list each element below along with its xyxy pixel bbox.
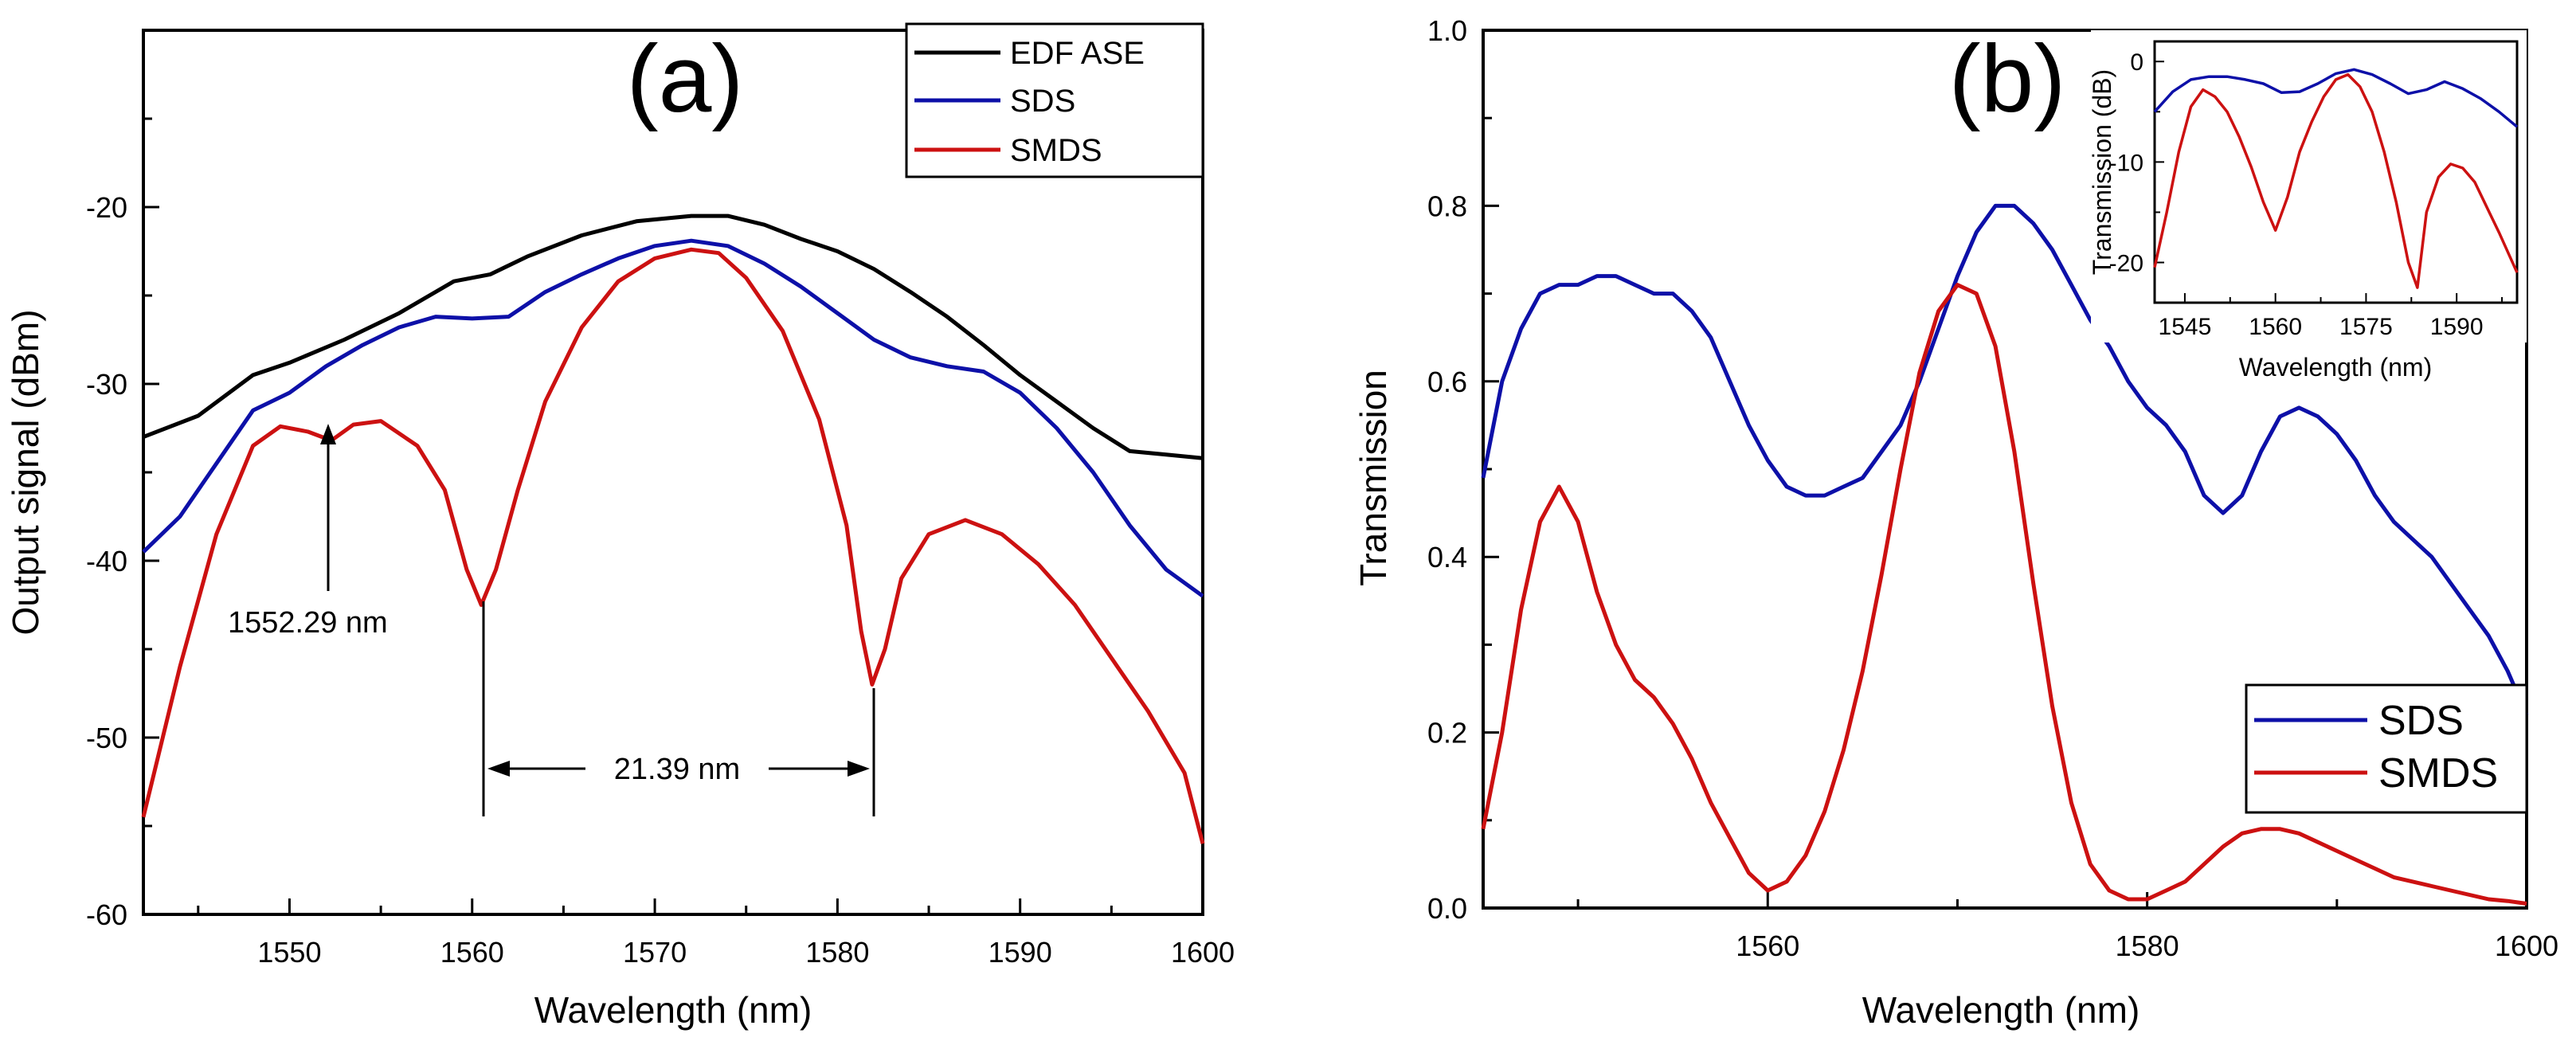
panel-a-xlabel: Wavelength (nm) <box>534 989 812 1031</box>
panel-a-xtick-label-1590: 1590 <box>989 936 1052 969</box>
inset-ytick-label-20: -20 <box>2109 251 2143 277</box>
panel-a-ytick-label-30: -30 <box>86 368 127 401</box>
inset-ytick-label-10: -10 <box>2109 150 2143 176</box>
panel-a: 1550 1560 1570 1580 1590 1600-60-50-40-30-20 … <box>5 22 1235 1031</box>
annot-1552-label: 1552.29 nm <box>228 606 388 640</box>
inset-xtick-label-1575: 1575 <box>2339 314 2393 340</box>
panel-b-series-sds <box>1481 203 2529 716</box>
annot-span-right-head <box>848 761 870 777</box>
legend-b-label-sds: SDS <box>2378 698 2464 744</box>
inset-ylabel: Transmission (dB) <box>2088 69 2116 275</box>
panel-a-xtick-label-1550: 1550 <box>257 936 321 969</box>
panel-a-ytick-label-60: -60 <box>86 898 127 931</box>
panel-a-series-sds <box>142 238 1204 598</box>
panel-b-ytick-label-0-2: 0.2 <box>1427 717 1467 750</box>
panel-a-series-edf-ase <box>143 213 1204 460</box>
inset-xtick-label-1590: 1590 <box>2430 314 2484 340</box>
annot-span-label: 21.39 nm <box>614 753 740 786</box>
panel-a-ticks: 1550 1560 1570 1580 1590 1600 -60 -50 -40 -30 -20 <box>86 29 1235 969</box>
panel-b-ticks: 1560 1580 1600 0.0 0.2 0.4 0.6 0.8 1.0 <box>1427 14 2558 962</box>
panel-b-ytick-label-0-4: 0.4 <box>1427 541 1467 573</box>
panel-b: 1560 1580 1600 0.0 0.2 0.4 0.6 0.8 1.0 (b) Wavel… <box>1353 14 2558 1031</box>
legend-label-edf-ase: EDF ASE <box>1010 36 1145 71</box>
panel-b-xtick-label-1560: 1560 <box>1736 930 1799 962</box>
panel-b-ylabel: Transmission <box>1353 370 1394 586</box>
panel-b-series-smds <box>1481 283 2527 906</box>
inset-ticks: 1545 1560 1575 1590 0 -10 -20 <box>2109 49 2504 340</box>
inset-ytick-label-0: 0 <box>2130 49 2143 76</box>
panel-b-ytick-label-0-8: 0.8 <box>1427 190 1467 222</box>
panel-b-lines <box>1481 203 2529 906</box>
inset-background <box>2091 30 2527 342</box>
annot-span-left-head <box>487 761 510 777</box>
panel-b-ytick-label-0: 0.0 <box>1427 892 1467 925</box>
panel-b-xtick-label-1600: 1600 <box>2495 930 2558 962</box>
panel-a-annotations: 1552.29 nm 21.39 nm <box>228 424 875 816</box>
panel-b-legend: SDS SMDS <box>2245 683 2528 814</box>
panel-a-lines <box>141 213 1205 844</box>
panel-a-ytick-label-50: -50 <box>86 722 127 754</box>
inset-xlabel: Wavelength (nm) <box>2239 353 2432 382</box>
legend-label-smds: SMDS <box>1010 133 1102 168</box>
panel-b-ytick-label-1: 1.0 <box>1427 14 1467 47</box>
inset-xtick-label-1560: 1560 <box>2249 314 2302 340</box>
panel-a-xtick-label-1600: 1600 <box>1171 936 1235 969</box>
legend-label-sds: SDS <box>1010 84 1075 119</box>
panel-b-xtick-label-1580: 1580 <box>2116 930 2179 962</box>
panel-a-legend: EDF ASE SDS SMDS <box>905 22 1204 178</box>
panel-a-ytick-label-40: -40 <box>86 545 127 577</box>
panel-a-ylabel: Output signal (dBm) <box>5 309 46 635</box>
inset-series-sds <box>2153 68 2519 128</box>
panel-a-label: (a) <box>627 25 744 132</box>
inset-lines <box>2153 68 2519 289</box>
panel-b-xlabel: Wavelength (nm) <box>1862 989 2140 1031</box>
inset-series-smds <box>2153 72 2519 289</box>
inset-frame <box>2153 40 2519 304</box>
panel-a-xtick-label-1580: 1580 <box>805 936 869 969</box>
panel-a-xtick-label-1560: 1560 <box>440 936 504 969</box>
panel-a-series-smds <box>141 247 1205 844</box>
panel-a-xtick-label-1570: 1570 <box>623 936 687 969</box>
annot-arrow-1552-head <box>320 424 336 444</box>
inset-xtick-label-1545: 1545 <box>2159 314 2212 340</box>
panel-a-ytick-label-20: -20 <box>86 191 127 224</box>
panel-b-label: (b) <box>1949 25 2066 132</box>
panel-b-ytick-label-0-6: 0.6 <box>1427 366 1467 398</box>
panel-b-legend-box <box>2245 683 2528 814</box>
legend-b-label-smds: SMDS <box>2378 750 2498 797</box>
